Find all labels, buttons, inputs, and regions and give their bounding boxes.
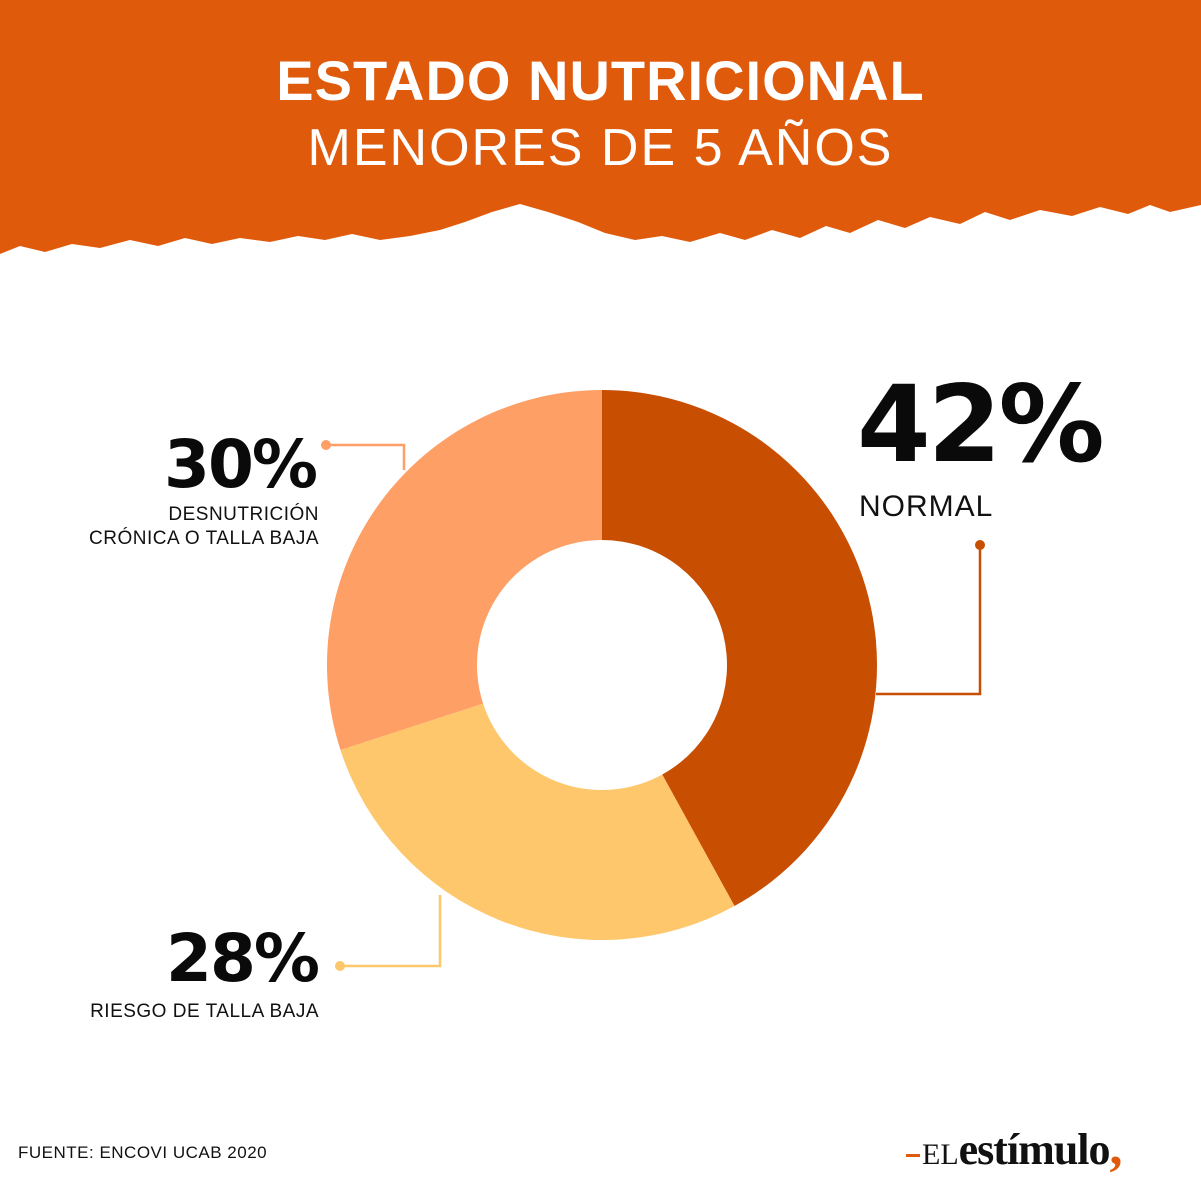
desnutricion-leader-dot	[321, 440, 331, 450]
logo-prefix: EL	[922, 1138, 959, 1171]
slice-normal	[602, 390, 877, 906]
source-note: FUENTE: ENCOVI UCAB 2020	[18, 1143, 268, 1162]
el-estimulo-logo: ELestímulo,	[906, 1118, 1123, 1176]
slice-desnutricion-cronica	[327, 389, 602, 750]
normal-leader-dot	[975, 540, 985, 550]
slice-riesgo-talla-baja	[340, 703, 735, 940]
logo-wordmark: estímulo	[958, 1125, 1111, 1174]
header-torn-band	[0, 0, 1201, 254]
normal-category-label: NORMAL	[859, 490, 994, 523]
logo-dash	[906, 1154, 920, 1158]
normal-percent-label: 42%	[857, 363, 1105, 486]
desnutricion-category-label: DESNUTRICIÓN CRÓNICA O TALLA BAJA	[89, 503, 319, 551]
desnutricion-leader-line	[326, 443, 406, 470]
desnutricion-label-line-2: CRÓNICA O TALLA BAJA	[89, 527, 319, 549]
normal-leader-line	[876, 545, 982, 696]
chart-subtitle: MENORES DE 5 AÑOS	[307, 119, 894, 177]
chart-title: ESTADO NUTRICIONAL	[276, 49, 925, 112]
desnutricion-label-line-1: DESNUTRICIÓN	[168, 504, 319, 525]
riesgo-leader-dot	[335, 961, 345, 971]
riesgo-percent-label: 28%	[166, 920, 320, 997]
logo-comma: ,	[1109, 1119, 1123, 1176]
riesgo-category-label: RIESGO DE TALLA BAJA	[90, 1001, 319, 1022]
riesgo-leader-line	[340, 895, 442, 968]
desnutricion-percent-label: 30%	[164, 426, 318, 503]
